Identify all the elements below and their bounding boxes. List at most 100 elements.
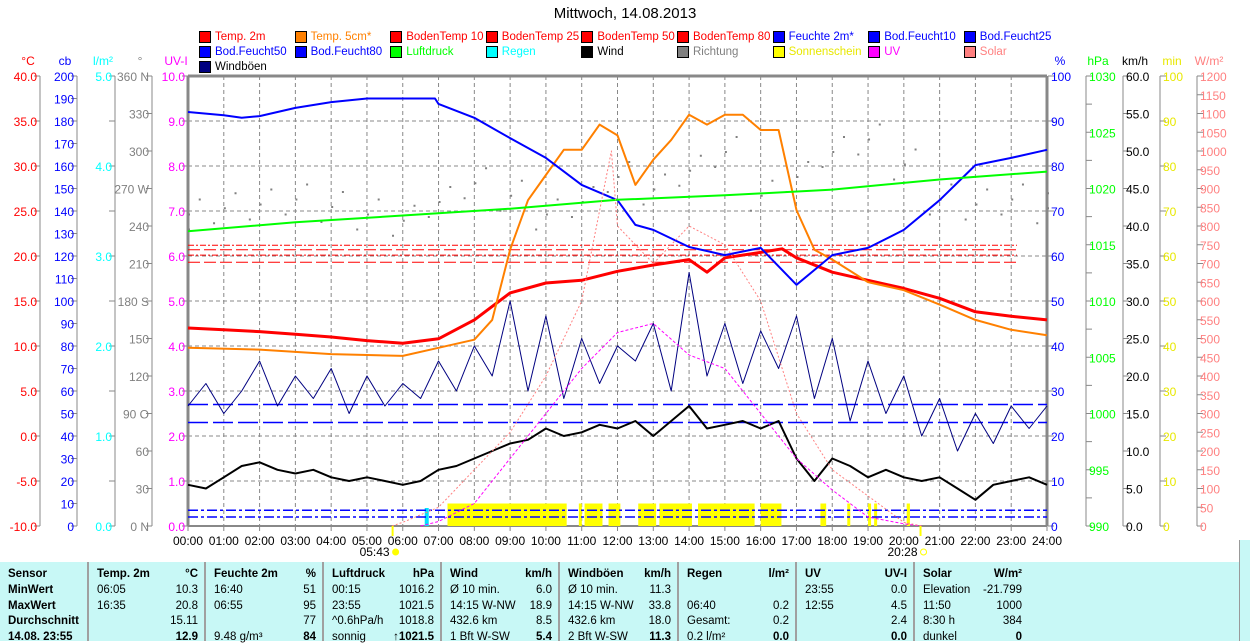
- axis-tick-label: 20: [1051, 430, 1065, 444]
- table-cell: 1000: [996, 600, 1022, 612]
- axis-tick-label: 30: [61, 453, 75, 467]
- direction-dot: [571, 216, 573, 218]
- direction-dot: [439, 201, 441, 203]
- table-cell: 11:50: [923, 600, 951, 612]
- x-tick-label: 19:00: [853, 534, 883, 548]
- sunshine-bar: [847, 504, 850, 527]
- axis-tick-label: 210: [129, 258, 149, 272]
- axis-tick-label: 10: [61, 498, 75, 512]
- axis-tick-label: 180: [54, 115, 74, 129]
- axis-tick-label: 0.0: [168, 520, 185, 534]
- direction-dot: [714, 166, 716, 168]
- axis-unit-label: W/m²: [1195, 54, 1224, 68]
- direction-dot: [664, 174, 666, 176]
- direction-dot: [915, 149, 917, 151]
- table-cell: Luftdruck: [332, 568, 385, 580]
- direction-dot: [546, 214, 548, 216]
- axis-tick-label: 100: [1200, 483, 1220, 497]
- axis-tick-label: 35.0: [1126, 258, 1150, 272]
- direction-dot: [413, 205, 415, 207]
- axis-unit-label: °: [138, 54, 143, 68]
- table-cell: 0.0: [891, 584, 907, 596]
- axis-tick-label: 990: [1089, 520, 1109, 534]
- axis-tick-label: 90: [61, 318, 75, 332]
- axis-tick-label: 70: [61, 363, 75, 377]
- axis-tick-label: 110: [55, 273, 74, 287]
- direction-dot: [331, 206, 333, 208]
- direction-dot: [986, 189, 988, 191]
- axis-tick-label: 100: [54, 295, 74, 309]
- direction-dot: [592, 186, 594, 188]
- table-cell: 06:40: [687, 600, 716, 612]
- axis-tick-label: 3.0: [95, 250, 112, 264]
- x-tick-label: 10:00: [531, 534, 561, 548]
- x-tick-label: 21:00: [925, 534, 955, 548]
- axis-tick-label: 120: [54, 250, 74, 264]
- axis-tick-label: 70: [1051, 205, 1065, 219]
- direction-dot: [628, 161, 630, 163]
- axis-tick-label: 10.0: [14, 340, 38, 354]
- axis-unit-label: °C: [21, 54, 35, 68]
- axis-tick-label: 240: [129, 220, 149, 234]
- axis-tick-label: 10: [1051, 475, 1065, 489]
- direction-dot: [224, 207, 226, 209]
- direction-dot: [285, 214, 287, 216]
- axis-tick-label: 9.0: [168, 115, 185, 129]
- axis-tick-label: 15.0: [14, 295, 38, 309]
- table-cell: Wind: [450, 568, 478, 580]
- axis-tick-label: 550: [1200, 314, 1220, 328]
- axis-tick-label: 90 O: [123, 408, 149, 422]
- table-cell: 12:55: [805, 600, 834, 612]
- axis-tick-label: 900: [1200, 183, 1220, 197]
- axis-tick-label: 250: [1200, 426, 1220, 440]
- direction-dot: [678, 185, 680, 187]
- direction-dot: [653, 189, 655, 191]
- axis-tick-label: 1000: [1200, 145, 1227, 159]
- axis-tick-label: 25.0: [14, 205, 38, 219]
- axis-tick-label: 60: [1163, 250, 1177, 264]
- axis-tick-label: 80: [61, 340, 75, 354]
- direction-dot: [643, 204, 645, 206]
- table-cell: MinWert: [8, 584, 53, 596]
- direction-dot: [356, 229, 358, 231]
- axis-tick-label: 700: [1200, 258, 1220, 272]
- axis-tick-label: 0.0: [95, 520, 112, 534]
- scrollbar[interactable]: [1239, 540, 1250, 641]
- direction-dot: [1000, 214, 1002, 216]
- axis-tick-label: 1015: [1089, 239, 1116, 253]
- axis-tick-label: 50: [1163, 295, 1177, 309]
- table-cell: 23:55: [332, 600, 361, 612]
- axis-tick-label: 40: [1051, 340, 1065, 354]
- direction-dot: [1047, 192, 1049, 194]
- table-cell: Ø 10 min.: [450, 584, 500, 596]
- direction-dot: [270, 189, 272, 191]
- table-cell: 14:15 W-NW: [568, 600, 634, 612]
- axis-tick-label: 40.0: [14, 70, 38, 84]
- table-cell: UV-I: [885, 568, 907, 580]
- axis-tick-label: 5.0: [20, 385, 37, 399]
- axis-tick-label: 270 W: [114, 183, 149, 197]
- table-cell: 06:55: [214, 600, 243, 612]
- table-cell: 33.8: [649, 600, 671, 612]
- table-cell: 15.11: [170, 615, 198, 627]
- axis-tick-label: 15.0: [1126, 408, 1150, 422]
- x-tick-label: 23:00: [996, 534, 1026, 548]
- axis-tick-label: 40: [61, 430, 75, 444]
- axis-tick-label: 50: [1051, 295, 1065, 309]
- axis-unit-label: l/m²: [93, 54, 113, 68]
- x-tick-label: 02:00: [245, 534, 275, 548]
- axis-tick-label: 140: [54, 205, 74, 219]
- direction-dot: [761, 195, 763, 197]
- direction-dot: [521, 180, 523, 182]
- table-cell: 1021.5: [399, 600, 434, 612]
- axis-tick-label: -5.0: [16, 475, 37, 489]
- axis-tick-label: 20: [61, 475, 75, 489]
- axis-tick-label: 200: [54, 70, 74, 84]
- direction-dot: [807, 161, 809, 163]
- table-cell: 432.6 km: [568, 615, 615, 627]
- axis-tick-label: 30.0: [14, 160, 38, 174]
